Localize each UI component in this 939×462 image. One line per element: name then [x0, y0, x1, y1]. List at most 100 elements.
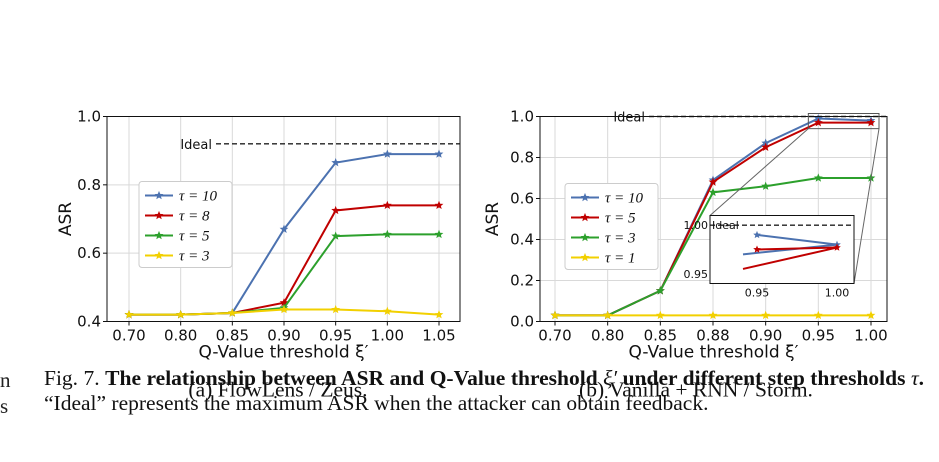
- data-point: [124, 310, 134, 319]
- legend-swatch-star: [154, 210, 164, 220]
- legend-swatch-star: [580, 232, 590, 242]
- y-tick-label: 0.8: [77, 176, 101, 194]
- legend-swatch-star: [580, 212, 590, 222]
- legend-swatch-star: [154, 190, 164, 200]
- y-tick-label: 1.0: [510, 108, 534, 126]
- inset-data-point: [753, 230, 761, 239]
- x-tick-label: 0.95: [319, 327, 352, 345]
- caption-title-2: under different step thresholds: [622, 366, 906, 390]
- zoom-region: [807, 113, 880, 130]
- legend-swatch-star: [154, 230, 164, 240]
- data-point: [761, 310, 771, 320]
- x-tick-label: 0.90: [267, 327, 300, 345]
- data-point: [708, 187, 718, 197]
- subcaption: (b) Vanilla + RNN / Storm.: [579, 378, 813, 402]
- caption-tau: τ: [910, 366, 919, 390]
- y-tick-label: 0.8: [510, 149, 534, 167]
- inset-data-point: [833, 243, 841, 251]
- data-point: [331, 205, 341, 215]
- data-point: [382, 200, 392, 210]
- inset-data-point: [753, 245, 761, 253]
- data-point: [708, 177, 718, 186]
- y-tick-label: 0.4: [77, 313, 101, 331]
- data-point: [550, 310, 560, 320]
- legend-label: τ = 1: [605, 251, 636, 267]
- data-point: [331, 304, 341, 314]
- inset-x-tick-label: 0.95: [745, 287, 770, 300]
- data-point: [813, 173, 823, 182]
- data-point: [434, 149, 444, 158]
- inset-y-tick-label: 0.95: [684, 268, 709, 281]
- x-axis-label: Q-Value threshold ξ′: [199, 343, 369, 363]
- x-tick-label: 0.80: [164, 327, 197, 345]
- inset-ideal-label: Ideal: [712, 219, 739, 232]
- data-point: [331, 231, 341, 240]
- legend-label: τ = 3: [605, 231, 636, 247]
- data-point: [708, 310, 718, 320]
- data-point: [176, 310, 186, 319]
- figure-caption: Fig. 7. The relationship between ASR and…: [44, 366, 924, 416]
- data-point: [382, 229, 392, 239]
- data-point: [813, 118, 823, 127]
- ideal-label: Ideal: [613, 111, 645, 126]
- legend-label: τ = 10: [179, 189, 217, 205]
- data-point: [434, 200, 444, 210]
- data-point: [279, 298, 289, 307]
- x-tick-label: 0.85: [644, 327, 677, 345]
- data-point: [279, 304, 289, 314]
- legend-box: [138, 181, 233, 268]
- data-point: [382, 149, 392, 158]
- x-tick-label: 1.05: [422, 327, 455, 345]
- margin-glyph-1: n: [0, 368, 11, 392]
- legend-label: τ = 5: [179, 229, 210, 245]
- chart-b: Ideal 0.70 0.80 0.85 0.88 0.90 0.95 1.00 0.0 0.2 0…: [483, 108, 888, 402]
- y-tick-label: 0.0: [510, 313, 534, 331]
- zoom-connector: [709, 128, 809, 216]
- data-point: [655, 310, 665, 320]
- x-tick-label: 1.00: [371, 327, 404, 345]
- data-point: [761, 181, 771, 190]
- data-point: [331, 158, 341, 167]
- data-point: [279, 224, 289, 233]
- x-tick-label: 0.95: [802, 327, 835, 345]
- inset-y-tick-label: 1.00: [684, 219, 709, 232]
- x-tick-label: 1.00: [854, 327, 887, 345]
- legend-label: τ = 10: [605, 191, 643, 207]
- data-point: [603, 310, 613, 320]
- x-tick-label: 0.88: [696, 327, 729, 345]
- x-tick-label: 0.85: [216, 327, 249, 345]
- x-tick-label: 0.70: [538, 327, 571, 345]
- subcaption: (a) FlowLens / Zeus.: [188, 378, 367, 402]
- legend-label: τ = 8: [179, 209, 210, 225]
- legend-label: τ = 5: [605, 211, 636, 227]
- legend-swatch-star: [580, 252, 590, 262]
- y-tick-label: 0.2: [510, 272, 534, 290]
- ideal-label: Ideal: [180, 138, 212, 153]
- y-tick-label: 0.6: [510, 190, 534, 208]
- y-tick-label: 0.6: [77, 244, 101, 262]
- y-tick-label: 1.0: [77, 108, 101, 126]
- y-axis-label: ASR: [483, 202, 503, 236]
- chart-a: Ideal 0.70 0.80 0.85 0.90 0.95 1.00 1.05 0.4 0.6 0…: [56, 108, 461, 402]
- caption-rest: “Ideal” represents the maximum ASR when …: [44, 391, 709, 415]
- data-point: [761, 142, 771, 151]
- data-point: [227, 308, 237, 317]
- data-point: [382, 306, 392, 315]
- inset-x-tick-label: 1.00: [825, 287, 850, 300]
- data-point: [434, 229, 444, 239]
- data-point: [655, 286, 665, 295]
- zoom-connector: [853, 128, 880, 284]
- x-axis-label: Q-Value threshold ξ′: [629, 343, 799, 363]
- y-tick-label: 0.4: [510, 231, 534, 249]
- caption-period: .: [918, 366, 925, 390]
- caption-xi: ξ′: [603, 366, 618, 390]
- data-point: [813, 310, 823, 320]
- legend-box: [564, 183, 659, 270]
- caption-title-1: The relationship between ASR and Q-Value…: [105, 366, 598, 390]
- data-point: [866, 310, 876, 320]
- caption-label: Fig. 7.: [44, 366, 100, 390]
- data-point: [866, 118, 876, 127]
- legend-swatch-star: [154, 250, 164, 260]
- margin-glyph-2: s: [0, 394, 9, 418]
